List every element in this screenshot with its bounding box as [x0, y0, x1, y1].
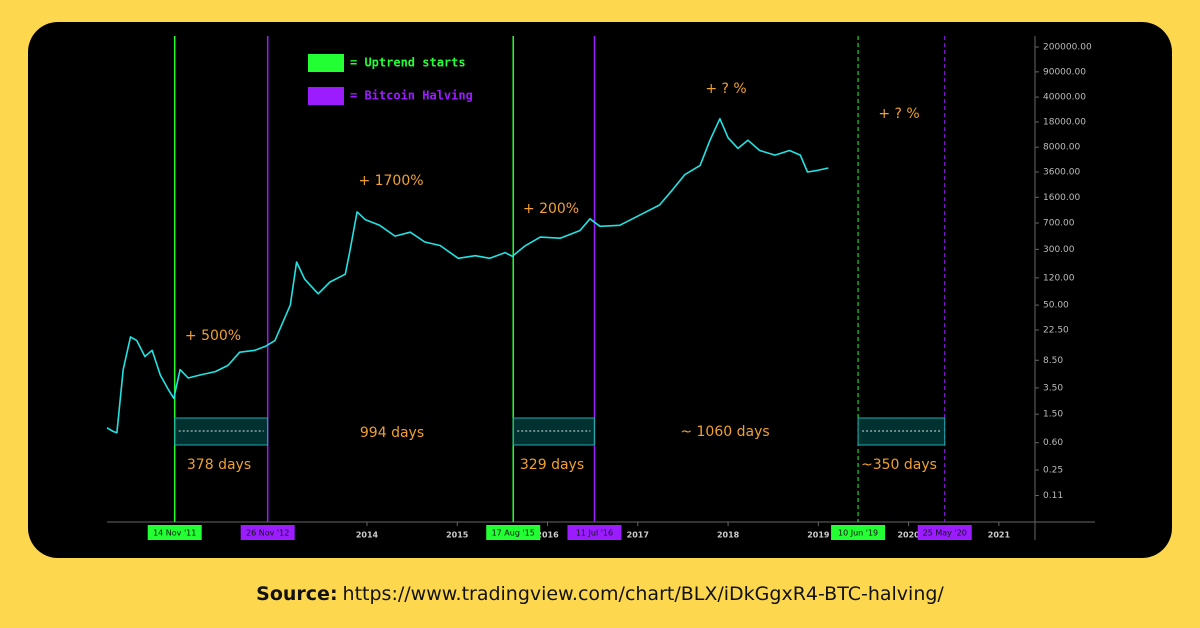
y-tick-label: 40000.00	[1043, 93, 1086, 103]
y-tick-label: 8.50	[1043, 356, 1063, 366]
event-tag-bg	[567, 525, 622, 540]
legend-label: = Uptrend starts	[350, 56, 466, 70]
x-tick-label: 2015	[446, 531, 469, 540]
annotation: + 1700%	[358, 173, 423, 189]
y-tick-label: 300.00	[1043, 245, 1075, 255]
event-tag: 26 Nov '12	[246, 529, 289, 538]
event-tag: 25 May '20	[923, 529, 967, 538]
x-tick-label: 2016	[536, 531, 559, 540]
event-tag: 10 Jun '19	[838, 529, 878, 538]
y-tick-label: 0.60	[1043, 438, 1063, 448]
annotation: + ? %	[878, 106, 919, 122]
annotation: 329 days	[520, 457, 584, 473]
y-tick-label: 18000.00	[1043, 117, 1086, 127]
y-tick-label: 120.00	[1043, 273, 1075, 283]
annotation: + 200%	[523, 201, 579, 217]
event-tag-bg	[486, 525, 541, 540]
y-tick-label: 3.50	[1043, 383, 1063, 393]
event-tag-bg	[831, 525, 886, 540]
y-tick-label: 90000.00	[1043, 67, 1086, 77]
event-tag: 17 Aug '15	[492, 529, 535, 538]
annotation: + 500%	[185, 328, 241, 344]
y-tick-label: 700.00	[1043, 218, 1075, 228]
y-tick-label: 1600.00	[1043, 193, 1080, 203]
event-tag-bg	[917, 525, 972, 540]
y-tick-label: 8000.00	[1043, 143, 1080, 153]
x-tick-label: 2017	[627, 531, 649, 540]
event-tag-bg	[147, 525, 202, 540]
source-label: Source:	[256, 583, 337, 605]
x-tick-label: 2020	[897, 531, 920, 540]
annotation: ~350 days	[861, 457, 937, 473]
legend-swatch	[308, 54, 344, 72]
y-tick-label: 200000.00	[1043, 43, 1092, 53]
x-tick-label: 2018	[717, 531, 740, 540]
x-tick-label: 2014	[356, 531, 379, 540]
x-tick-label: 2019	[807, 531, 830, 540]
price-line	[106, 117, 829, 434]
x-tick-label: 2021	[988, 531, 1011, 540]
legend-label: = Bitcoin Halving	[350, 89, 473, 103]
annotation: 994 days	[360, 425, 424, 441]
legend-swatch	[308, 87, 344, 105]
source-line: Source: https://www.tradingview.com/chart…	[256, 583, 944, 605]
y-tick-label: 3600.00	[1043, 168, 1080, 178]
y-tick-label: 50.00	[1043, 301, 1069, 311]
annotation: + ? %	[705, 81, 746, 97]
event-tag: 14 Nov '11	[153, 529, 196, 538]
source-url: https://www.tradingview.com/chart/BLX/iD…	[343, 583, 945, 605]
chart-panel	[28, 22, 1172, 558]
y-tick-label: 1.50	[1043, 410, 1063, 420]
annotation: ~ 1060 days	[680, 424, 769, 440]
y-tick-label: 0.11	[1043, 491, 1063, 501]
annotation: 378 days	[187, 457, 251, 473]
event-tag-bg	[240, 525, 295, 540]
y-tick-label: 0.25	[1043, 465, 1063, 475]
event-tag: 11 Jul '16	[576, 529, 613, 538]
y-tick-label: 22.50	[1043, 325, 1069, 335]
